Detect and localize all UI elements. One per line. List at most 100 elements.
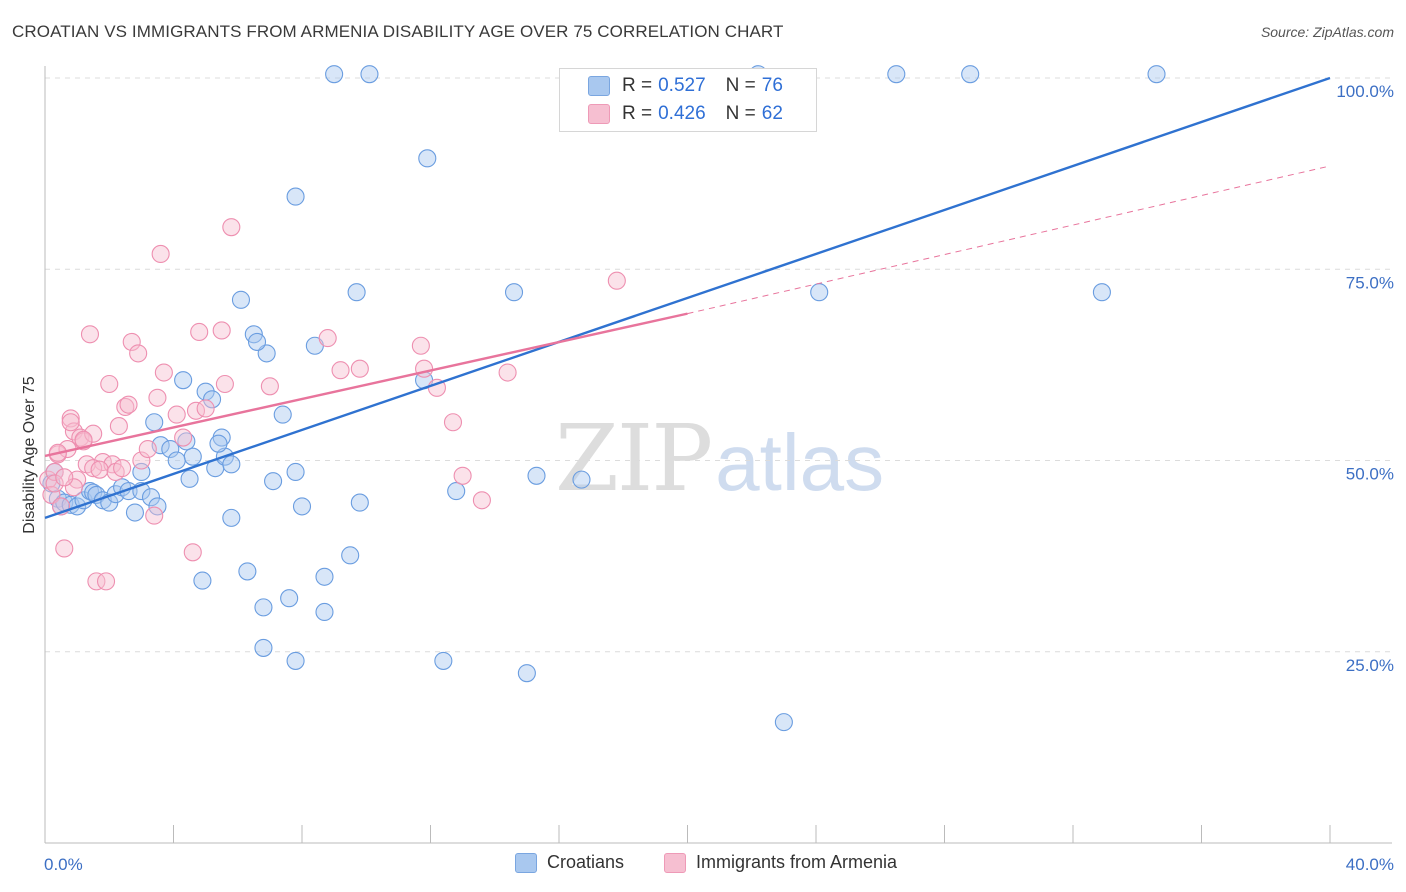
- data-point: [90, 460, 109, 479]
- data-point: [254, 638, 273, 657]
- data-point: [325, 65, 344, 84]
- data-point: [138, 439, 157, 459]
- data-point: [141, 488, 161, 507]
- x-tick-label: 0.0%: [44, 855, 83, 874]
- data-point: [167, 451, 186, 470]
- data-point: [96, 572, 116, 591]
- data-point: [193, 571, 212, 590]
- data-point: [315, 567, 334, 586]
- data-point: [453, 466, 472, 485]
- data-point: [80, 325, 100, 344]
- legend-swatch-croatians: [588, 76, 610, 96]
- data-point: [148, 388, 167, 407]
- data-point: [122, 332, 141, 351]
- legend-label-croatians: Croatians: [547, 852, 625, 872]
- trend-line-armenia: [44, 312, 688, 458]
- y-tick-label: 25.0%: [1346, 656, 1394, 675]
- legend-n-value: 62: [761, 103, 783, 124]
- y-axis-label: Disability Age Over 75: [21, 376, 38, 534]
- legend-r-label: R =: [622, 103, 653, 124]
- legend-swatch-croatians: [515, 852, 537, 873]
- legend-row-croatians: R = 0.527 N = 76: [560, 73, 783, 99]
- data-point: [116, 397, 135, 417]
- data-point: [167, 405, 186, 424]
- data-point: [472, 491, 491, 510]
- trend-line-croatians: [44, 76, 1331, 520]
- data-point: [443, 413, 463, 432]
- data-point: [411, 336, 430, 355]
- y-tick-label: 75.0%: [1346, 273, 1394, 292]
- data-point: [132, 451, 151, 470]
- watermark-atlas: atlas: [715, 418, 885, 507]
- data-point: [154, 363, 173, 382]
- data-point: [286, 651, 305, 670]
- x-tick-label: 40.0%: [1346, 855, 1394, 874]
- data-point: [129, 344, 148, 363]
- data-point: [360, 65, 379, 84]
- legend-r-value: 0.426: [658, 103, 706, 124]
- data-point: [273, 405, 292, 424]
- y-tick-label: 100.0%: [1336, 82, 1394, 101]
- legend-label-armenia: Immigrants from Armenia: [696, 852, 898, 872]
- data-point: [447, 482, 466, 501]
- data-point: [1092, 283, 1111, 302]
- data-point: [280, 589, 299, 608]
- data-point: [55, 468, 74, 487]
- data-point: [504, 283, 524, 302]
- source-note: Source: ZipAtlas.com: [1260, 24, 1394, 40]
- data-point: [415, 359, 434, 378]
- correlation-legend: R = 0.527 N = 76 R = 0.426 N = 62: [559, 68, 817, 132]
- data-point: [119, 395, 138, 414]
- legend-n-value: 76: [761, 75, 783, 96]
- data-point: [331, 361, 350, 380]
- data-point: [315, 602, 334, 622]
- data-point: [347, 283, 366, 302]
- trend-lines: [44, 76, 1331, 520]
- series-legend: Croatians Immigrants from Armenia: [0, 852, 1406, 878]
- y-tick-label: 50.0%: [1346, 465, 1394, 484]
- data-point: [84, 459, 103, 478]
- data-point: [183, 447, 202, 466]
- data-point: [113, 459, 132, 478]
- legend-item-armenia[interactable]: Immigrants from Armenia: [664, 852, 897, 873]
- data-point: [572, 470, 591, 489]
- data-point: [145, 413, 164, 432]
- legend-n-label: N =: [725, 75, 756, 96]
- data-point: [222, 508, 241, 527]
- data-point: [180, 469, 199, 488]
- data-point: [318, 329, 337, 348]
- data-point: [961, 65, 980, 84]
- data-point: [61, 413, 80, 432]
- axes: [44, 66, 1392, 844]
- data-point: [151, 244, 170, 263]
- watermark: ZIPatlas: [555, 405, 884, 512]
- data-point: [183, 543, 202, 562]
- data-point: [292, 497, 312, 516]
- data-point: [434, 651, 453, 670]
- data-point: [174, 371, 193, 390]
- data-point: [209, 434, 228, 453]
- data-point: [64, 478, 83, 497]
- tick-labels: 25.0% 50.0% 75.0% 100.0% 0.0% 40.0% Disability…: [21, 82, 1394, 874]
- data-point: [109, 417, 128, 436]
- legend-row-armenia: R = 0.426 N = 62: [560, 101, 783, 127]
- data-point: [87, 572, 106, 591]
- chart-title: CROATIAN VS IMMIGRANTS FROM ARMENIA DISA…: [12, 22, 784, 41]
- data-point: [264, 472, 283, 491]
- data-point: [212, 321, 231, 340]
- data-point: [203, 390, 222, 409]
- data-point: [498, 363, 517, 382]
- legend-swatch-armenia: [588, 104, 610, 124]
- data-point: [196, 399, 215, 418]
- data-point: [222, 218, 241, 237]
- legend-item-croatians[interactable]: Croatians: [515, 852, 624, 873]
- legend-r-label: R =: [622, 75, 653, 96]
- watermark-zip: ZIP: [555, 405, 713, 512]
- series-croatians-points: [42, 65, 1166, 732]
- data-point: [341, 546, 360, 565]
- data-point: [286, 187, 305, 206]
- data-point: [350, 359, 369, 378]
- data-point: [887, 65, 906, 84]
- data-point: [238, 562, 257, 581]
